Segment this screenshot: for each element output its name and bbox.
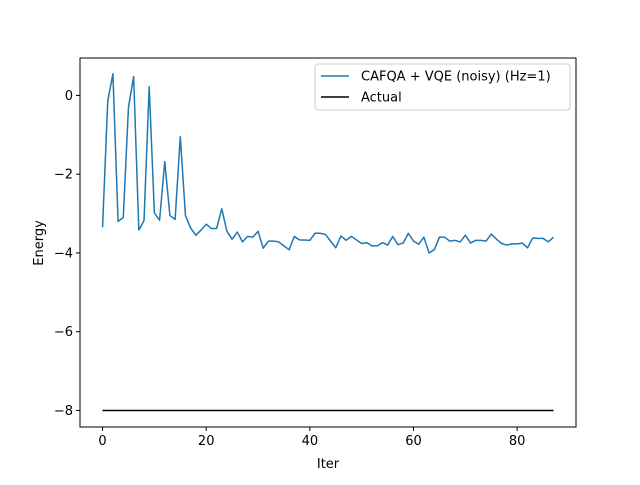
x-tick-label: 20 <box>198 434 215 449</box>
y-axis-label: Energy <box>32 220 47 266</box>
y-tick-label: 0 <box>65 89 73 104</box>
series-line-0 <box>101 73 554 254</box>
y-tick-label: −8 <box>54 404 73 419</box>
legend-box <box>314 63 571 111</box>
x-tick-label: 0 <box>98 434 106 449</box>
legend-label-0: CAFQA + VQE (noisy) (Hz=1) <box>361 70 551 85</box>
x-tick-label: 60 <box>405 434 422 449</box>
y-tick-label: −4 <box>54 246 73 261</box>
x-tick-label: 40 <box>302 434 319 449</box>
x-tick-label: 80 <box>509 434 526 449</box>
x-axis-ticks: 0 20 40 60 80 <box>98 427 525 449</box>
y-axis-ticks: 0 −2 −4 −6 −8 <box>54 89 80 419</box>
legend-label-1: Actual <box>361 91 402 106</box>
plot-frame <box>79 57 577 428</box>
y-tick-label: −6 <box>54 325 73 340</box>
y-tick-label: −2 <box>54 168 73 183</box>
x-axis-label: Iter <box>317 457 340 472</box>
plot-lines <box>101 73 554 412</box>
legend: CAFQA + VQE (noisy) (Hz=1) Actual <box>314 63 571 111</box>
